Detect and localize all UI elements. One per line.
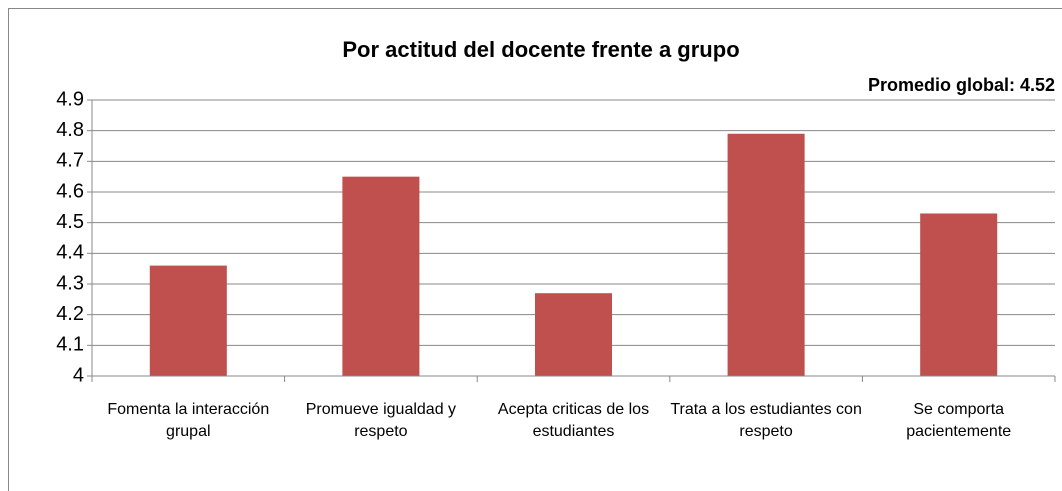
y-tick-label: 4 [73, 364, 84, 386]
bar [534, 293, 613, 376]
chart-frame [8, 8, 1062, 491]
y-tick-label: 4.5 [56, 211, 84, 233]
x-tick-label: Se comporta pacientemente [906, 401, 1012, 440]
bar [920, 213, 998, 376]
y-tick-label: 4.6 [56, 180, 84, 202]
y-tick-label: 4.8 [56, 119, 84, 141]
bar [342, 176, 420, 376]
x-tick-label: Promueve igualdad y respeto [305, 401, 457, 440]
y-tick-label: 4.9 [56, 88, 84, 110]
chart-title: Por actitud del docente frente a grupo [342, 37, 739, 62]
annotation: Promedio global: 4.52 [868, 75, 1055, 95]
x-tick-label: Acepta criticas de los estudiantes [497, 401, 650, 440]
y-tick-label: 4.2 [56, 303, 84, 325]
y-tick-label: 4.4 [56, 242, 84, 264]
y-tick-label: 4.1 [56, 334, 84, 356]
bar [149, 265, 227, 376]
x-tick-label: Trata a los estudiantes con respeto [670, 401, 862, 440]
bar [727, 133, 805, 376]
x-tick-label: Fomenta la interacción grupal [107, 401, 270, 440]
y-tick-label: 4.3 [56, 272, 84, 294]
y-tick-label: 4.7 [56, 150, 84, 172]
